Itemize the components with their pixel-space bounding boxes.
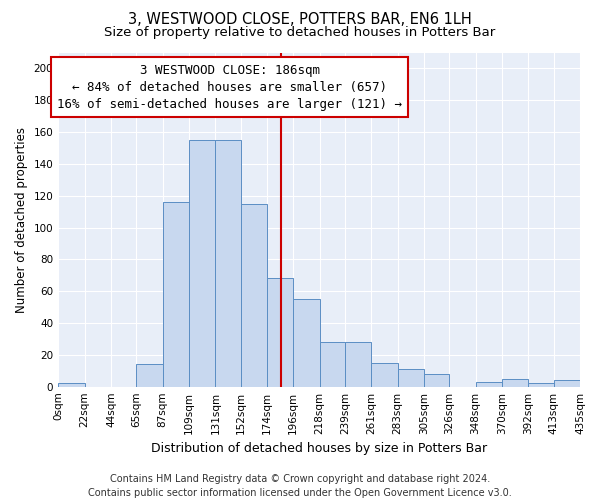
X-axis label: Distribution of detached houses by size in Potters Bar: Distribution of detached houses by size … xyxy=(151,442,487,455)
Bar xyxy=(398,369,424,386)
Bar xyxy=(267,278,293,386)
Bar xyxy=(424,374,449,386)
Bar xyxy=(529,384,554,386)
Bar xyxy=(189,140,215,386)
Text: 3, WESTWOOD CLOSE, POTTERS BAR, EN6 1LH: 3, WESTWOOD CLOSE, POTTERS BAR, EN6 1LH xyxy=(128,12,472,28)
Bar xyxy=(371,363,398,386)
Y-axis label: Number of detached properties: Number of detached properties xyxy=(15,126,28,312)
Bar xyxy=(215,140,241,386)
Bar xyxy=(554,380,580,386)
Bar xyxy=(320,342,345,386)
Bar xyxy=(502,378,529,386)
Bar xyxy=(293,299,320,386)
Text: 3 WESTWOOD CLOSE: 186sqm
← 84% of detached houses are smaller (657)
16% of semi-: 3 WESTWOOD CLOSE: 186sqm ← 84% of detach… xyxy=(57,64,402,110)
Bar xyxy=(163,202,189,386)
Text: Contains HM Land Registry data © Crown copyright and database right 2024.
Contai: Contains HM Land Registry data © Crown c… xyxy=(88,474,512,498)
Bar xyxy=(345,342,371,386)
Bar xyxy=(58,384,85,386)
Bar xyxy=(136,364,163,386)
Text: Size of property relative to detached houses in Potters Bar: Size of property relative to detached ho… xyxy=(104,26,496,39)
Bar xyxy=(241,204,267,386)
Bar xyxy=(476,382,502,386)
